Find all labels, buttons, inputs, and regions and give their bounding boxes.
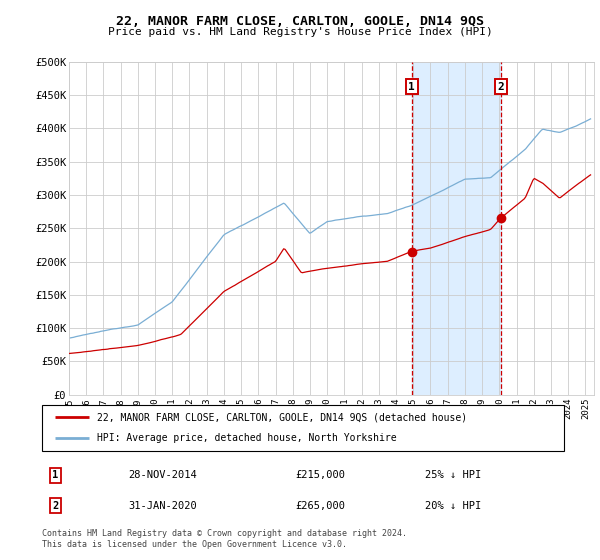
Bar (412, 62, 501, 395)
FancyBboxPatch shape (42, 405, 564, 451)
Text: 2: 2 (52, 501, 59, 511)
Text: Contains HM Land Registry data © Crown copyright and database right 2024.
This d: Contains HM Land Registry data © Crown c… (42, 529, 407, 549)
Text: £215,000: £215,000 (296, 470, 346, 480)
Text: 28-NOV-2014: 28-NOV-2014 (128, 470, 197, 480)
Text: £265,000: £265,000 (296, 501, 346, 511)
Text: 22, MANOR FARM CLOSE, CARLTON, GOOLE, DN14 9QS (detached house): 22, MANOR FARM CLOSE, CARLTON, GOOLE, DN… (97, 412, 467, 422)
Text: 22, MANOR FARM CLOSE, CARLTON, GOOLE, DN14 9QS: 22, MANOR FARM CLOSE, CARLTON, GOOLE, DN… (116, 15, 484, 28)
Text: 31-JAN-2020: 31-JAN-2020 (128, 501, 197, 511)
Text: 1: 1 (52, 470, 59, 480)
Text: HPI: Average price, detached house, North Yorkshire: HPI: Average price, detached house, Nort… (97, 433, 397, 444)
Text: 20% ↓ HPI: 20% ↓ HPI (425, 501, 482, 511)
Text: Price paid vs. HM Land Registry's House Price Index (HPI): Price paid vs. HM Land Registry's House … (107, 27, 493, 37)
Text: 25% ↓ HPI: 25% ↓ HPI (425, 470, 482, 480)
Text: 1: 1 (409, 82, 415, 92)
Text: 2: 2 (497, 82, 504, 92)
